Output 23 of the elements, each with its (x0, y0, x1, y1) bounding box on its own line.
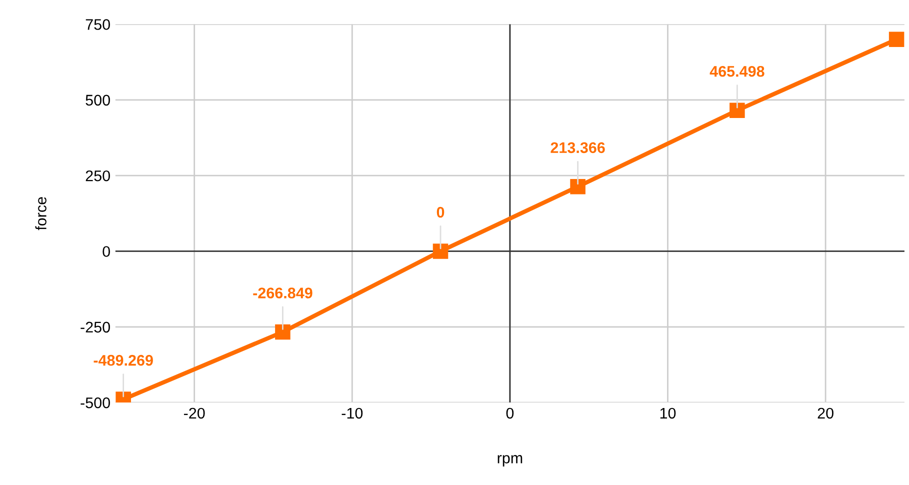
point (888, 32, 904, 48)
x-tick-label: 20 (818, 408, 834, 419)
x-tick-label: -10 (342, 408, 363, 419)
x-axis-title: rpm (498, 455, 522, 466)
x-tick-label: -20 (184, 408, 205, 419)
y-tick-label: 500 (86, 94, 110, 106)
point (275, 324, 290, 340)
point (730, 102, 745, 118)
data-label: 213.366 (550, 142, 605, 154)
data-label: 465.498 (710, 66, 764, 77)
point (570, 179, 586, 194)
y-tick-label: 750 (86, 19, 110, 30)
point (432, 244, 448, 259)
y-tick-label: 0 (102, 246, 110, 257)
y-tick-label: -500 (80, 397, 110, 408)
data-label: 0 (436, 206, 444, 218)
data-label: -266.849 (253, 288, 312, 298)
y-axis-title: force (35, 197, 46, 230)
x-tick-label: 0 (506, 408, 514, 419)
y-tick-label: 250 (86, 170, 110, 182)
x-tick-label: 10 (660, 408, 676, 419)
data-label: -489.269 (94, 354, 153, 366)
y-tick-label: -250 (80, 322, 110, 333)
